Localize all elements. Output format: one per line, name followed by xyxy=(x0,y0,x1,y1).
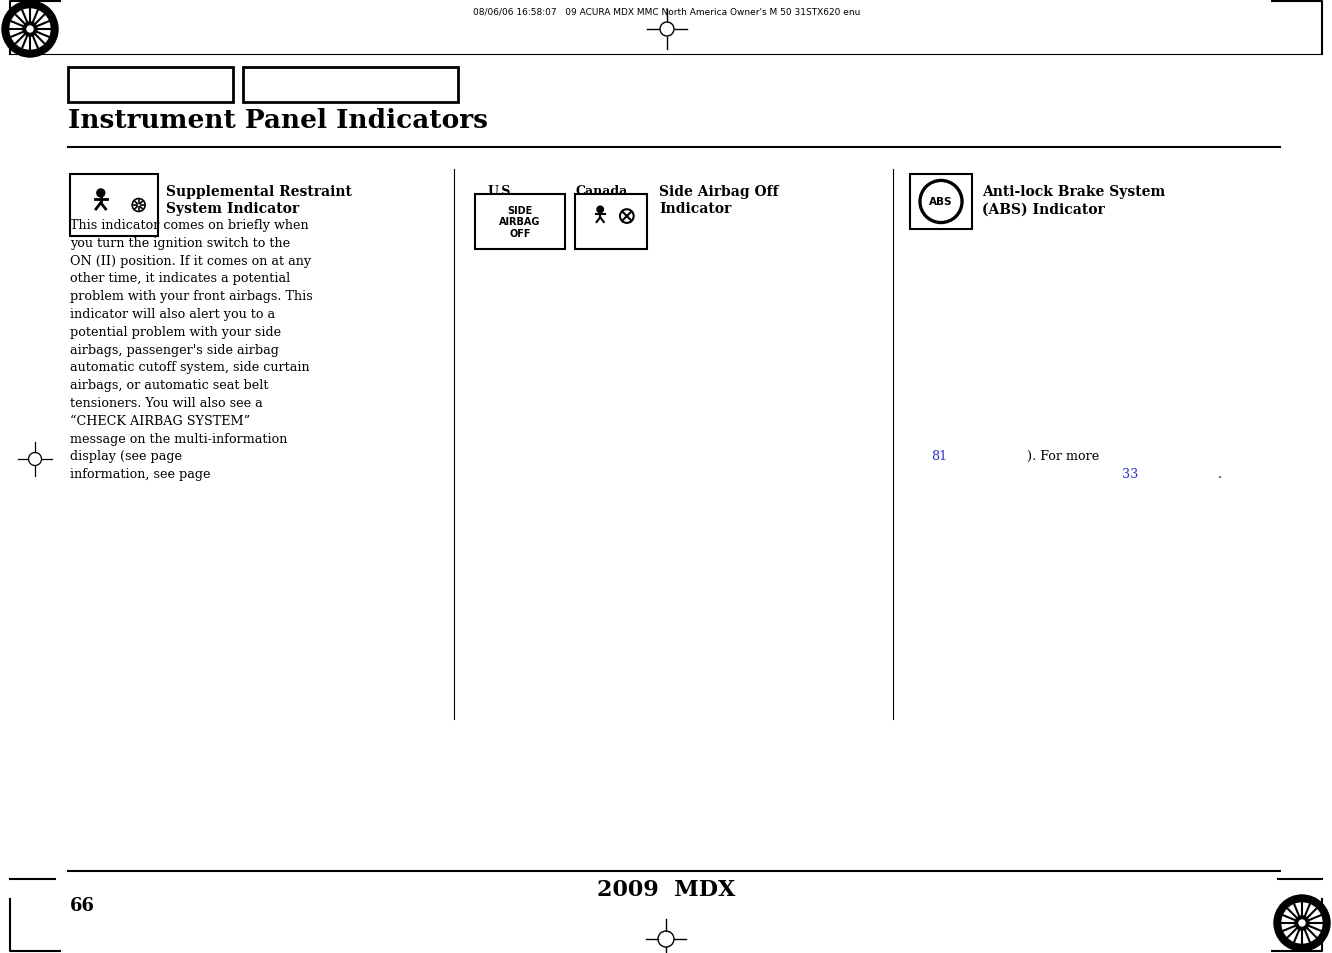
Circle shape xyxy=(132,199,145,213)
Text: 66: 66 xyxy=(71,896,95,914)
Text: ON (II) position. If it comes on at any: ON (II) position. If it comes on at any xyxy=(71,254,312,268)
Text: SIDE
AIRBAG
OFF: SIDE AIRBAG OFF xyxy=(500,206,541,239)
Text: potential problem with your side: potential problem with your side xyxy=(71,326,281,338)
Text: tensioners. You will also see a: tensioners. You will also see a xyxy=(71,396,262,410)
Text: 33: 33 xyxy=(1123,468,1139,480)
Text: information, see page: information, see page xyxy=(71,468,214,480)
Bar xyxy=(68,68,233,103)
Text: Canada: Canada xyxy=(575,185,627,198)
Text: Instrument Panel Indicators: Instrument Panel Indicators xyxy=(68,108,488,132)
Text: 08/06/06 16:58:07   09 ACURA MDX MMC North America Owner's M 50 31STX620 enu: 08/06/06 16:58:07 09 ACURA MDX MMC North… xyxy=(473,8,860,16)
Text: airbags, or automatic seat belt: airbags, or automatic seat belt xyxy=(71,378,269,392)
Text: Side Airbag Off
Indicator: Side Airbag Off Indicator xyxy=(659,185,779,216)
Circle shape xyxy=(919,180,963,224)
Circle shape xyxy=(97,190,105,197)
Circle shape xyxy=(1295,916,1309,930)
Text: you turn the ignition switch to the: you turn the ignition switch to the xyxy=(71,236,290,250)
Circle shape xyxy=(1273,895,1329,951)
Circle shape xyxy=(23,23,37,37)
Circle shape xyxy=(659,23,674,37)
Text: other time, it indicates a potential: other time, it indicates a potential xyxy=(71,273,290,285)
Text: message on the multi-information: message on the multi-information xyxy=(71,432,288,445)
Circle shape xyxy=(3,2,59,58)
Text: 81: 81 xyxy=(931,450,947,463)
Text: ). For more: ). For more xyxy=(1027,450,1099,463)
Circle shape xyxy=(28,453,41,466)
Text: Anti-lock Brake System
(ABS) Indicator: Anti-lock Brake System (ABS) Indicator xyxy=(982,185,1166,216)
Bar xyxy=(71,174,159,236)
Circle shape xyxy=(1299,920,1305,926)
Text: ABS: ABS xyxy=(930,197,952,208)
Circle shape xyxy=(1281,903,1321,943)
Bar xyxy=(910,174,972,230)
Circle shape xyxy=(133,201,144,211)
Text: .: . xyxy=(1219,468,1223,480)
Bar xyxy=(575,194,647,250)
Text: indicator will also alert you to a: indicator will also alert you to a xyxy=(71,308,276,320)
Text: problem with your front airbags. This: problem with your front airbags. This xyxy=(71,290,313,303)
Bar xyxy=(476,194,565,250)
Circle shape xyxy=(922,184,959,221)
Text: display (see page: display (see page xyxy=(71,450,186,463)
Text: Supplemental Restraint
System Indicator: Supplemental Restraint System Indicator xyxy=(166,185,352,216)
Bar xyxy=(242,68,458,103)
Text: This indicator comes on briefly when: This indicator comes on briefly when xyxy=(71,219,309,232)
Circle shape xyxy=(27,27,33,33)
Text: automatic cutoff system, side curtain: automatic cutoff system, side curtain xyxy=(71,361,309,374)
Text: airbags, passenger's side airbag: airbags, passenger's side airbag xyxy=(71,343,278,356)
Circle shape xyxy=(658,931,674,947)
Circle shape xyxy=(597,207,603,213)
Text: U.S.: U.S. xyxy=(488,185,515,198)
Text: “CHECK AIRBAG SYSTEM”: “CHECK AIRBAG SYSTEM” xyxy=(71,415,250,427)
Text: 2009  MDX: 2009 MDX xyxy=(597,878,735,900)
Circle shape xyxy=(11,10,51,50)
